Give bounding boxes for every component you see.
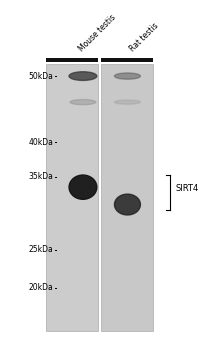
Text: Mouse testis: Mouse testis <box>77 13 117 54</box>
FancyBboxPatch shape <box>46 64 98 331</box>
Ellipse shape <box>70 99 96 105</box>
FancyBboxPatch shape <box>46 58 98 62</box>
Ellipse shape <box>115 194 140 215</box>
Ellipse shape <box>115 73 140 79</box>
Ellipse shape <box>69 72 97 80</box>
Text: 35kDa: 35kDa <box>28 172 53 181</box>
Ellipse shape <box>115 100 140 104</box>
FancyBboxPatch shape <box>101 58 153 62</box>
FancyBboxPatch shape <box>101 64 153 331</box>
Text: Rat testis: Rat testis <box>128 21 161 54</box>
Text: 20kDa: 20kDa <box>28 284 53 292</box>
Text: 50kDa: 50kDa <box>28 72 53 80</box>
Text: 40kDa: 40kDa <box>28 138 53 147</box>
Text: 25kDa: 25kDa <box>28 245 53 254</box>
Ellipse shape <box>69 175 97 199</box>
Text: SIRT4: SIRT4 <box>176 184 199 194</box>
